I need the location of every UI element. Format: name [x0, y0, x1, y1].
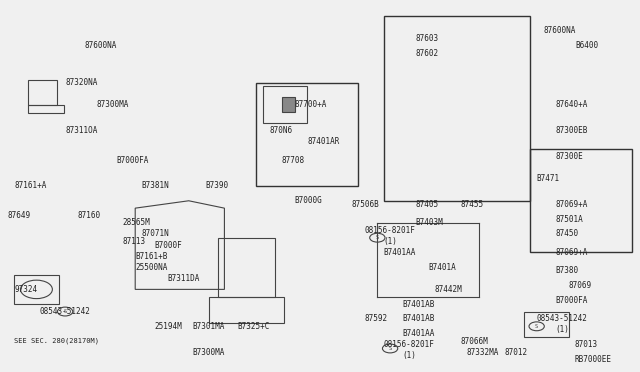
Text: 28565M: 28565M	[122, 218, 150, 227]
Text: 87401AR: 87401AR	[307, 137, 340, 146]
Text: 87405: 87405	[415, 200, 438, 209]
Text: S: S	[376, 235, 379, 240]
Bar	[524, 311, 568, 337]
Text: S: S	[535, 324, 538, 329]
Text: B7401A: B7401A	[428, 263, 456, 272]
Text: 08543-51242: 08543-51242	[40, 307, 90, 316]
Bar	[384, 16, 531, 201]
Text: 87332MA: 87332MA	[467, 348, 499, 357]
Text: S: S	[388, 346, 392, 351]
Text: 87600NA: 87600NA	[84, 41, 116, 50]
Text: 87602: 87602	[415, 49, 438, 58]
Text: B7300MA: B7300MA	[193, 348, 225, 357]
Text: B7301MA: B7301MA	[193, 322, 225, 331]
Text: 87320NA: 87320NA	[65, 78, 97, 87]
Text: 87649: 87649	[8, 211, 31, 220]
Text: S: S	[63, 309, 67, 314]
Text: (1): (1)	[403, 351, 417, 360]
Text: 87013: 87013	[575, 340, 598, 349]
Text: 87113: 87113	[122, 237, 145, 246]
Text: 25194M: 25194M	[154, 322, 182, 331]
Text: (1): (1)	[384, 237, 397, 246]
Text: 870N6: 870N6	[269, 126, 292, 135]
Text: B7000FA: B7000FA	[556, 296, 588, 305]
Text: B7000G: B7000G	[294, 196, 323, 205]
Text: 87442M: 87442M	[435, 285, 463, 294]
Text: B7325+C: B7325+C	[237, 322, 269, 331]
Text: 87592: 87592	[365, 314, 388, 323]
Text: B6400: B6400	[575, 41, 598, 50]
Text: 87506B: 87506B	[352, 200, 380, 209]
Text: 87708: 87708	[282, 155, 305, 165]
Text: (1): (1)	[556, 326, 570, 334]
Bar	[282, 97, 294, 112]
Text: B7401AB: B7401AB	[403, 314, 435, 323]
Text: 87069+A: 87069+A	[556, 248, 588, 257]
Text: SEE SEC. 280(28170M): SEE SEC. 280(28170M)	[14, 338, 99, 344]
Text: 87071N: 87071N	[141, 230, 170, 238]
Text: 87600NA: 87600NA	[543, 26, 575, 35]
Text: B7390: B7390	[205, 182, 228, 190]
Text: 87603: 87603	[415, 34, 438, 43]
Text: B7311DA: B7311DA	[167, 274, 200, 283]
Bar	[256, 83, 358, 186]
Bar	[14, 275, 59, 304]
Text: B7401AB: B7401AB	[403, 300, 435, 309]
Text: 87640+A: 87640+A	[556, 100, 588, 109]
Text: B7161+B: B7161+B	[135, 251, 168, 261]
Text: 87066M: 87066M	[460, 337, 488, 346]
Text: B7471: B7471	[537, 174, 560, 183]
Text: B7380: B7380	[556, 266, 579, 275]
Text: 08156-8201F: 08156-8201F	[365, 226, 415, 235]
Text: B7000FA: B7000FA	[116, 155, 148, 165]
Bar	[262, 86, 307, 123]
Text: B7401AA: B7401AA	[384, 248, 416, 257]
Text: 08543-51242: 08543-51242	[537, 314, 588, 323]
Text: 87300E: 87300E	[556, 152, 584, 161]
Text: B7000F: B7000F	[154, 241, 182, 250]
Text: RB7000EE: RB7000EE	[575, 355, 612, 364]
Text: 87450: 87450	[556, 230, 579, 238]
Text: 08156-8201F: 08156-8201F	[384, 340, 435, 349]
Text: 87700+A: 87700+A	[294, 100, 327, 109]
Text: 87069+A: 87069+A	[556, 200, 588, 209]
Text: 87160: 87160	[78, 211, 101, 220]
Text: 97324: 97324	[14, 285, 37, 294]
Text: 87012: 87012	[505, 348, 528, 357]
Text: 87300EB: 87300EB	[556, 126, 588, 135]
Text: 87161+A: 87161+A	[14, 182, 47, 190]
Text: B7381N: B7381N	[141, 182, 170, 190]
Text: B7401AA: B7401AA	[403, 329, 435, 338]
Bar	[531, 149, 632, 253]
Text: 87311OA: 87311OA	[65, 126, 97, 135]
Text: B7403M: B7403M	[415, 218, 444, 227]
Text: 87455: 87455	[460, 200, 483, 209]
Text: 87501A: 87501A	[556, 215, 584, 224]
Text: 25500NA: 25500NA	[135, 263, 168, 272]
Text: 87300MA: 87300MA	[97, 100, 129, 109]
Text: 87069: 87069	[568, 281, 591, 290]
